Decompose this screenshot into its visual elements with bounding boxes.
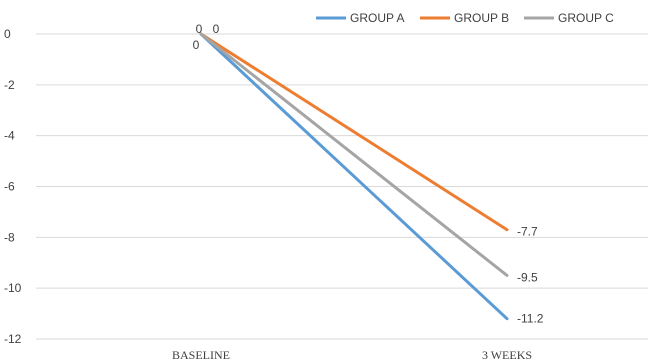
gridlines (36, 33, 648, 340)
data-labels: 0 -11.2 0 -7.7 0 -9.5 (193, 22, 544, 326)
data-label: -11.2 (517, 312, 544, 326)
legend-label: GROUP C (558, 11, 614, 25)
series-line-group-b (199, 32, 509, 232)
x-axis: BASELINE 3 WEEKS (172, 348, 532, 362)
series-line-group-a (199, 32, 509, 321)
series-line-group-c (199, 32, 509, 277)
data-label: 0 (193, 38, 200, 52)
y-tick-label: -8 (4, 230, 15, 244)
series-lines (199, 32, 509, 321)
data-label: -7.7 (517, 225, 538, 239)
y-tick-label: -2 (4, 78, 15, 92)
legend-label: GROUP B (454, 11, 509, 25)
legend-item: GROUP A (316, 11, 404, 25)
data-label: 0 (196, 22, 203, 36)
legend: GROUP A GROUP B GROUP C (316, 11, 614, 25)
x-tick-label: 3 WEEKS (482, 348, 532, 362)
data-label: 0 (213, 22, 220, 36)
legend-label: GROUP A (350, 11, 404, 25)
legend-item: GROUP B (420, 11, 509, 25)
y-tick-label: -12 (4, 332, 22, 346)
x-tick-label: BASELINE (172, 348, 230, 362)
legend-item: GROUP C (524, 11, 614, 25)
y-tick-label: 0 (4, 27, 11, 41)
y-axis: 0 -2 -4 -6 -8 -10 -12 (4, 27, 22, 346)
data-label: -9.5 (517, 270, 538, 284)
y-tick-label: -4 (4, 129, 15, 143)
y-tick-label: -10 (4, 281, 22, 295)
y-tick-label: -6 (4, 180, 15, 194)
